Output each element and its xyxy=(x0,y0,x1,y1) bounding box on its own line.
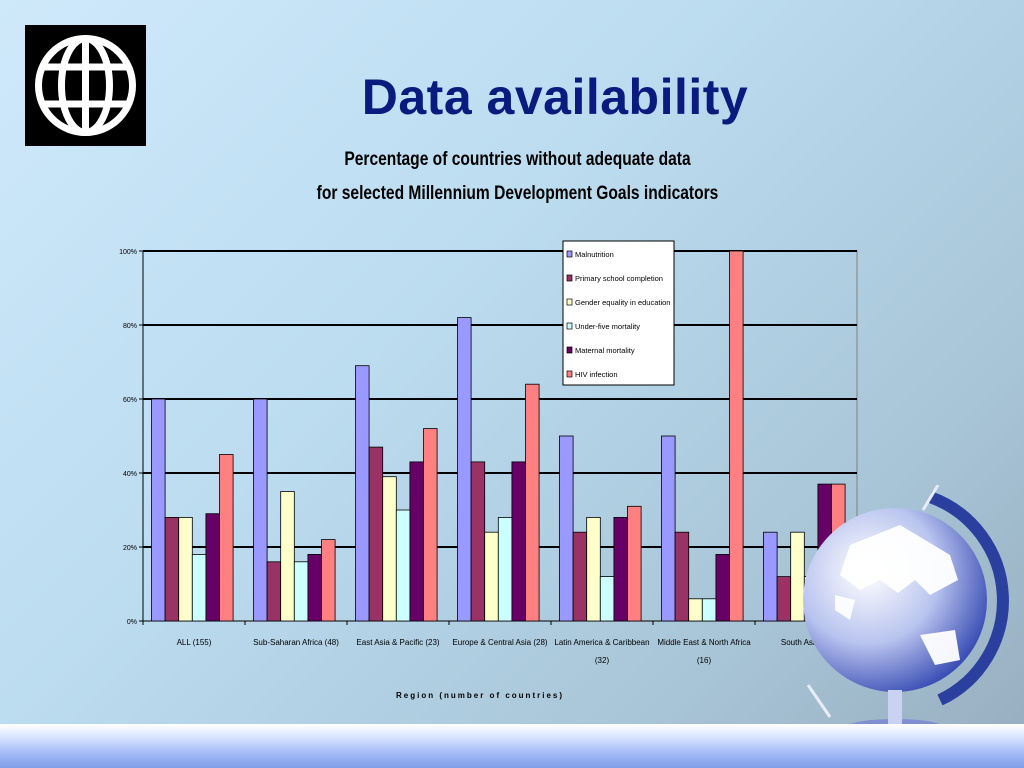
world-bank-logo xyxy=(25,25,146,146)
y-tick-label: 20% xyxy=(123,545,137,552)
x-category-label: ALL (155) xyxy=(177,638,212,647)
bar-gender-equality-in-education xyxy=(382,476,397,622)
bar-malnutrition xyxy=(559,435,574,622)
bar-malnutrition xyxy=(763,531,778,622)
bar-malnutrition xyxy=(253,398,268,622)
bar-maternal-mortality xyxy=(409,461,424,622)
bar-primary-school-completion xyxy=(266,561,282,622)
x-category-label: Latin America & Caribbean xyxy=(554,638,649,647)
x-category-label: South Asia (8) xyxy=(781,638,832,647)
bottom-decorative-bar xyxy=(0,724,1024,768)
bar-gender-equality-in-education xyxy=(688,598,703,622)
bar-under-five-mortality xyxy=(395,509,411,622)
bar-primary-school-completion xyxy=(470,461,486,622)
x-category-label: (32) xyxy=(595,656,610,665)
bar-hiv-infection xyxy=(423,428,438,622)
bar-maternal-mortality xyxy=(613,517,628,622)
x-category-label: Sub-Saharan Africa (48) xyxy=(253,638,339,647)
globe-icon xyxy=(780,484,1024,745)
bar-gender-equality-in-education xyxy=(586,517,601,622)
x-category-label: Middle East & North Africa xyxy=(657,638,751,647)
bar-maternal-mortality xyxy=(715,554,730,622)
bar-under-five-mortality xyxy=(701,598,717,622)
bar-hiv-infection xyxy=(525,383,540,622)
bar-malnutrition xyxy=(151,398,166,622)
x-axis-title: Region (number of countries) xyxy=(396,691,564,700)
legend xyxy=(562,240,675,386)
legend-swatch xyxy=(566,322,573,330)
x-category-label: (16) xyxy=(697,656,712,665)
bar-hiv-infection xyxy=(321,539,336,622)
y-tick-label: 0% xyxy=(127,619,137,626)
legend-swatch xyxy=(566,346,573,354)
y-tick-label: 80% xyxy=(123,323,137,330)
bar-malnutrition xyxy=(457,317,472,622)
bar-under-five-mortality xyxy=(191,554,207,622)
legend-label: HIV infection xyxy=(575,370,618,379)
bar-primary-school-completion xyxy=(572,531,588,622)
legend-label: Under-five mortality xyxy=(575,322,640,331)
bar-primary-school-completion xyxy=(368,446,384,622)
chart-title: Percentage of countries without adequate… xyxy=(298,143,737,211)
legend-label: Maternal mortality xyxy=(575,346,635,355)
legend-swatch xyxy=(566,298,573,306)
bar-malnutrition xyxy=(661,435,676,622)
bar-malnutrition xyxy=(355,365,370,622)
bar-primary-school-completion xyxy=(674,531,690,622)
bar-hiv-infection xyxy=(219,454,234,622)
y-tick-label: 100% xyxy=(119,249,137,256)
bar-under-five-mortality xyxy=(599,576,615,622)
bar-under-five-mortality xyxy=(497,517,513,622)
bar-primary-school-completion xyxy=(164,517,180,622)
legend-label: Gender equality in education xyxy=(575,298,670,307)
y-tick-label: 60% xyxy=(123,397,137,404)
bar-maternal-mortality xyxy=(205,513,220,622)
legend-label: Primary school completion xyxy=(575,274,663,283)
bar-maternal-mortality xyxy=(307,554,322,622)
bar-gender-equality-in-education xyxy=(280,491,295,622)
legend-swatch xyxy=(566,250,573,258)
legend-swatch xyxy=(566,274,573,282)
legend-swatch xyxy=(566,370,573,378)
chart-title-line-2: for selected Millennium Development Goal… xyxy=(316,183,719,204)
chart-title-line-1: Percentage of countries without adequate… xyxy=(344,149,691,170)
x-category-label: East Asia & Pacific (23) xyxy=(356,638,439,647)
bar-gender-equality-in-education xyxy=(484,531,499,622)
bar-maternal-mortality xyxy=(511,461,526,622)
bar-hiv-infection xyxy=(627,505,642,622)
bar-gender-equality-in-education xyxy=(178,517,193,622)
bar-under-five-mortality xyxy=(293,561,309,622)
slide-title: Data availability xyxy=(361,69,749,125)
legend-label: Malnutrition xyxy=(575,250,614,259)
y-tick-label: 40% xyxy=(123,471,137,478)
bar-hiv-infection xyxy=(729,250,744,622)
x-category-label: Europe & Central Asia (28) xyxy=(452,638,547,647)
